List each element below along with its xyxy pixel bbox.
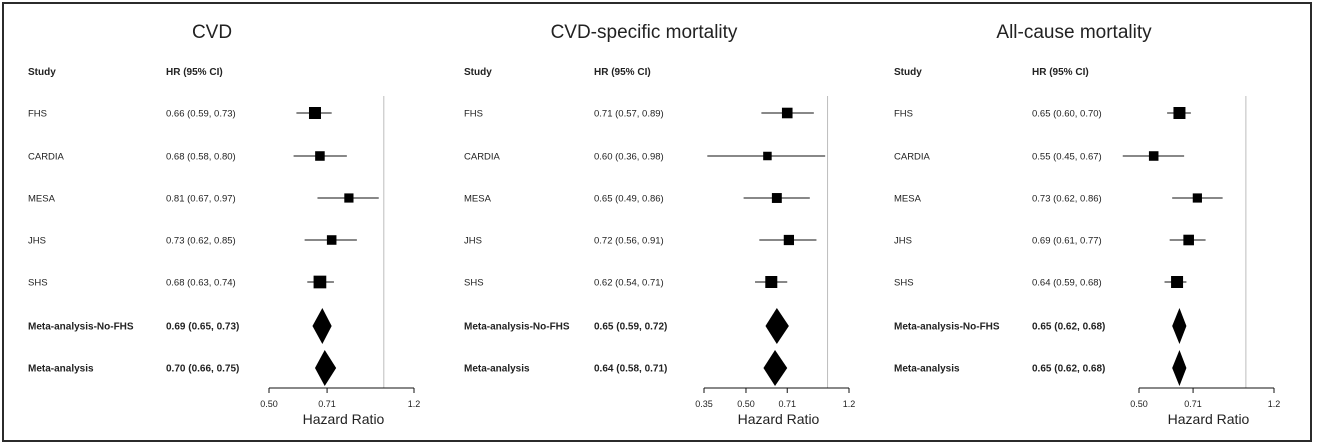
hr-ci-label: 0.73 (0.62, 0.86) [1032,194,1102,205]
x-tick-label: 0.35 [695,399,713,409]
point-estimate-square [1148,151,1159,161]
x-tick-label: 0.50 [1130,399,1148,409]
summary-diamond [763,350,788,386]
x-tick-label: 1.2 [408,399,421,409]
hr-ci-label: 0.65 (0.62, 0.68) [1032,322,1105,333]
point-estimate-square [763,151,772,161]
study-label: SHS [894,278,914,289]
study-label: JHS [28,236,46,247]
point-estimate-square [1173,107,1186,119]
hr-ci-label: 0.64 (0.58, 0.71) [594,364,667,375]
hr-ci-label: 0.73 (0.62, 0.85) [166,236,236,247]
x-tick-label: 0.71 [778,399,796,409]
panel-title: All-cause mortality [996,22,1152,43]
hr-ci-label: 0.65 (0.60, 0.70) [1032,109,1102,120]
study-label: SHS [464,278,484,289]
hr-ci-label: 0.66 (0.59, 0.73) [166,109,236,120]
x-tick-label: 0.50 [260,399,278,409]
study-label: MESA [894,194,922,205]
point-estimate-square [1171,276,1184,288]
hr-ci-label: 0.72 (0.56, 0.91) [594,236,664,247]
point-estimate-square [326,235,337,245]
hr-ci-label: 0.68 (0.63, 0.74) [166,278,236,289]
study-label: Meta-analysis [464,364,530,375]
study-label: Meta-analysis-No-FHS [464,322,570,333]
study-label: JHS [464,236,482,247]
hr-ci-label: 0.68 (0.58, 0.80) [166,152,236,163]
summary-diamond [765,308,789,344]
study-label: FHS [464,109,483,120]
x-tick-label: 0.50 [737,399,755,409]
study-label: CARDIA [28,152,65,163]
study-label: FHS [28,109,47,120]
column-header-hr: HR (95% CI) [594,67,651,78]
panel-title: CVD [192,22,232,43]
x-tick-label: 0.71 [318,399,336,409]
column-header-hr: HR (95% CI) [1032,67,1089,78]
x-tick-label: 1.2 [1268,399,1281,409]
summary-diamond [1172,350,1187,386]
study-label: FHS [894,109,913,120]
point-estimate-square [313,275,327,289]
hr-ci-label: 0.64 (0.59, 0.68) [1032,278,1102,289]
hr-ci-label: 0.62 (0.54, 0.71) [594,278,664,289]
point-estimate-square [1192,193,1202,203]
column-header-hr: HR (95% CI) [166,67,223,78]
study-label: CARDIA [464,152,501,163]
point-estimate-square [783,234,795,246]
x-axis-label: Hazard Ratio [738,411,820,427]
hr-ci-label: 0.81 (0.67, 0.97) [166,194,236,205]
hr-ci-label: 0.65 (0.62, 0.68) [1032,364,1105,375]
study-label: SHS [28,278,48,289]
hr-ci-label: 0.65 (0.49, 0.86) [594,194,664,205]
point-estimate-square [308,107,321,119]
column-header-study: Study [464,67,492,78]
study-label: MESA [464,194,492,205]
x-axis-label: Hazard Ratio [1168,411,1250,427]
study-label: Meta-analysis-No-FHS [28,322,134,333]
point-estimate-square [1183,234,1194,246]
study-label: Meta-analysis-No-FHS [894,322,1000,333]
panel-title: CVD-specific mortality [551,22,738,43]
hr-ci-label: 0.55 (0.45, 0.67) [1032,152,1102,163]
x-axis-label: Hazard Ratio [303,411,385,427]
hr-ci-label: 0.65 (0.59, 0.72) [594,322,667,333]
point-estimate-square [771,193,782,203]
study-label: MESA [28,194,56,205]
x-tick-label: 0.71 [1184,399,1202,409]
column-header-study: Study [894,67,922,78]
study-label: JHS [894,236,912,247]
hr-ci-label: 0.70 (0.66, 0.75) [166,364,239,375]
study-label: Meta-analysis [894,364,960,375]
point-estimate-square [765,276,778,288]
study-label: Meta-analysis [28,364,94,375]
hr-ci-label: 0.69 (0.61, 0.77) [1032,236,1102,247]
summary-diamond [314,350,337,386]
hr-ci-label: 0.60 (0.36, 0.98) [594,152,664,163]
forest-plot-svg: CVD Study HR (95% CI) FHS 0.66 (0.59, 0.73) C… [28,22,1281,427]
column-header-study: Study [28,67,56,78]
hr-ci-label: 0.71 (0.57, 0.89) [594,109,664,120]
hr-ci-label: 0.69 (0.65, 0.73) [166,322,239,333]
summary-diamond [1172,308,1187,344]
summary-diamond [312,308,332,344]
study-label: CARDIA [894,152,931,163]
point-estimate-square [315,151,325,161]
forest-plot-figure: CVD Study HR (95% CI) FHS 0.66 (0.59, 0.73) C… [2,2,1312,442]
point-estimate-square [781,107,793,119]
x-tick-label: 1.2 [843,399,856,409]
point-estimate-square [344,193,354,203]
